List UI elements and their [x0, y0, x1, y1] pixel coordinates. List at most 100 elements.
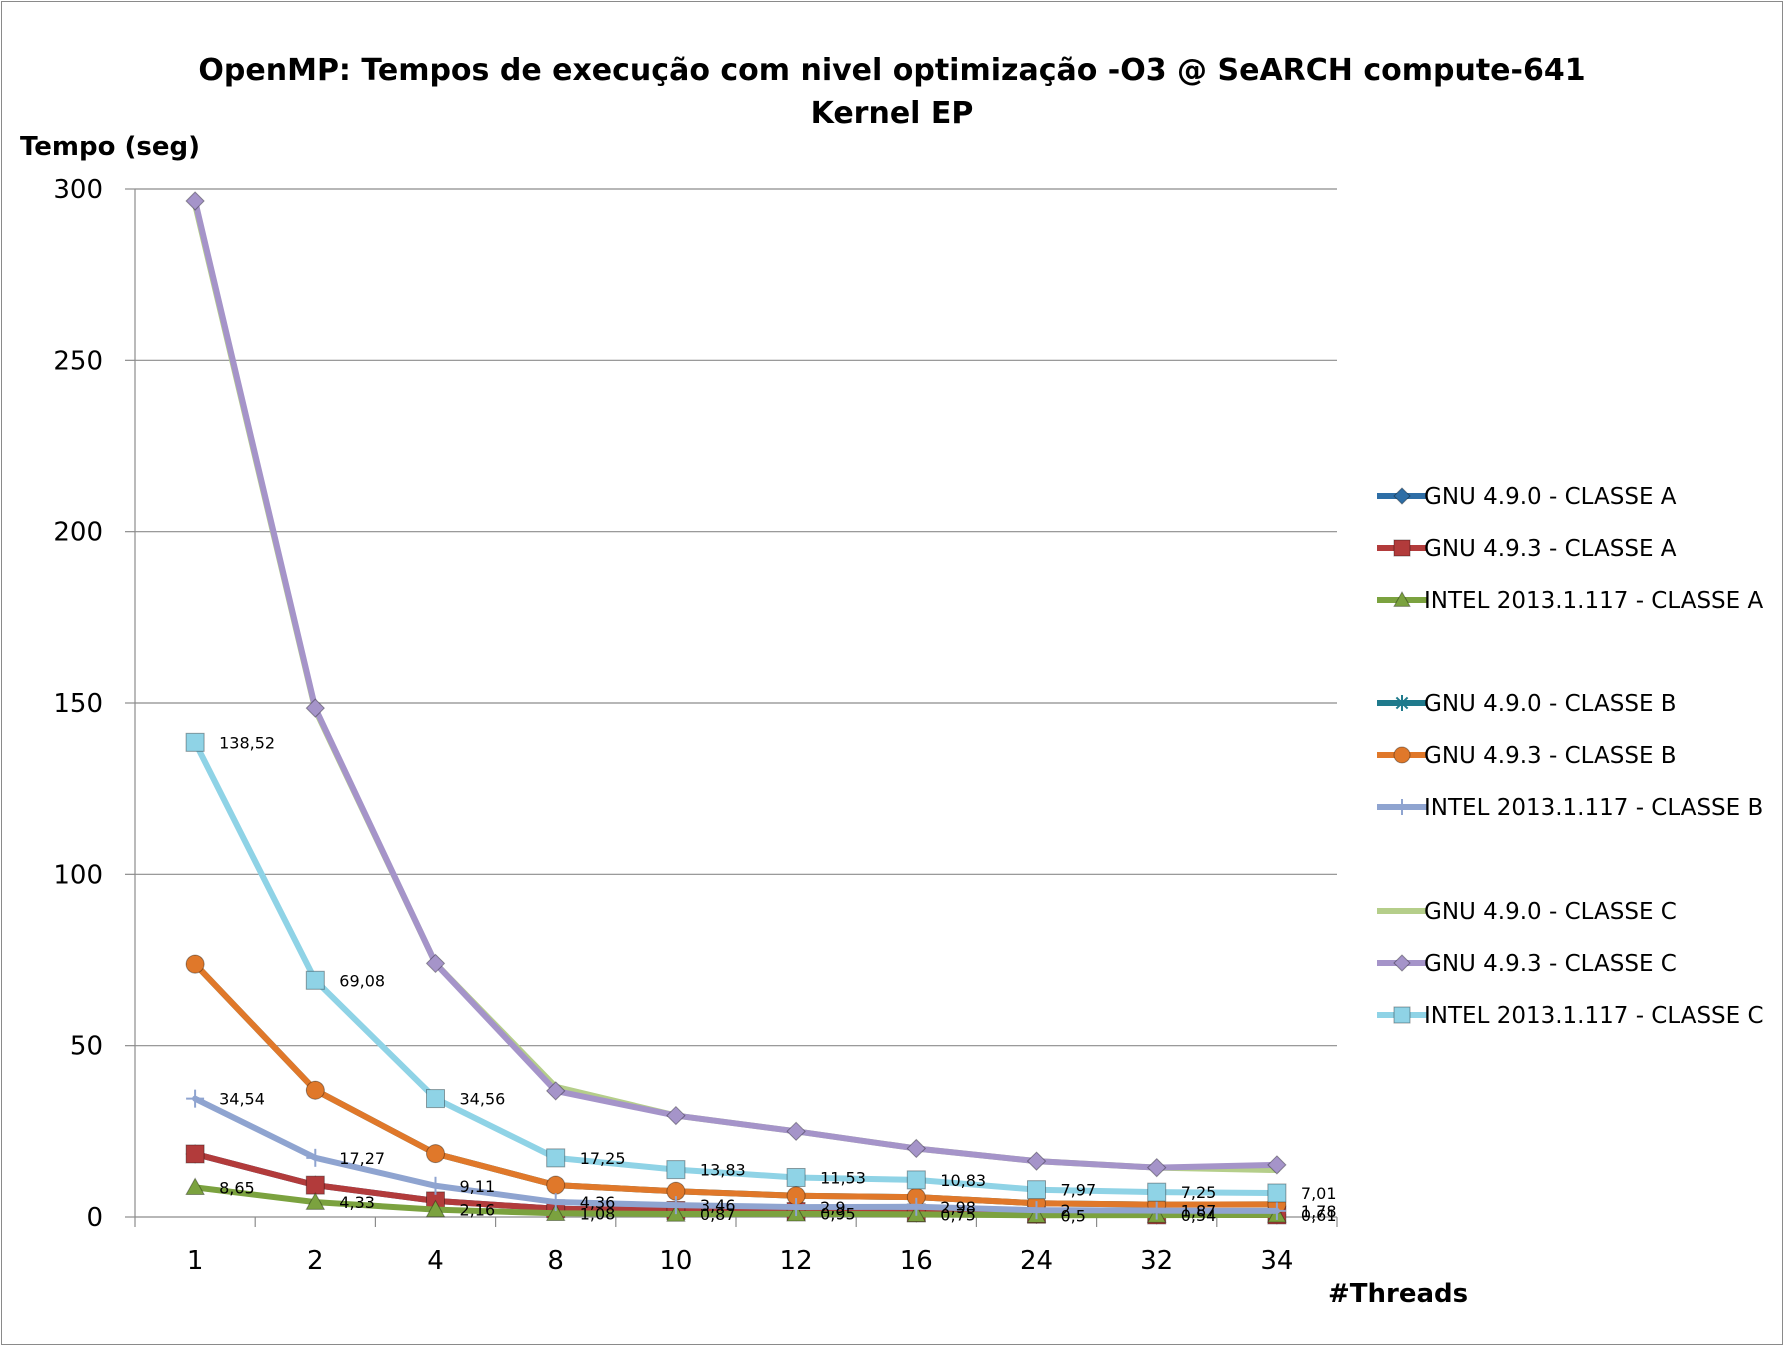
y-tick-label: 250: [53, 346, 103, 376]
data-label: 17,25: [580, 1149, 626, 1168]
data-point: [1267, 1201, 1286, 1220]
y-tick-label: 150: [53, 689, 103, 719]
x-tick-label: 34: [1260, 1246, 1293, 1276]
data-label: 13,83: [700, 1161, 746, 1180]
data-label: 0,95: [820, 1205, 856, 1224]
legend-item: GNU 4.9.3 - CLASSE C: [1377, 951, 1677, 977]
y-tick-label: 100: [53, 860, 103, 890]
data-label: 2,98: [940, 1198, 976, 1217]
data-point: [1027, 1180, 1046, 1200]
data-label: 9,11: [460, 1177, 496, 1196]
x-tick-label: 32: [1140, 1246, 1173, 1276]
legend-label: INTEL 2013.1.117 - CLASSE A: [1424, 588, 1763, 614]
data-label: 0,75: [940, 1205, 976, 1224]
data-label: 2: [1061, 1201, 1071, 1220]
series-8: [185, 732, 1287, 1203]
data-point: [185, 1144, 205, 1164]
data-point: [1394, 799, 1410, 815]
series-7: [185, 191, 1287, 1178]
data-label: 4,36: [580, 1193, 616, 1212]
data-point: [545, 1081, 566, 1101]
chart-subtitle: Kernel EP: [811, 96, 974, 131]
data-label: 4,33: [339, 1193, 375, 1212]
x-tick-label: 10: [659, 1246, 692, 1276]
data-label: 138,52: [219, 733, 275, 752]
x-tick-label: 12: [780, 1246, 813, 1276]
data-point: [787, 1198, 806, 1217]
series-line: [192, 1184, 1280, 1219]
y-tick-label: 0: [86, 1203, 103, 1233]
data-point: [546, 1148, 566, 1168]
x-tick-label: 4: [427, 1246, 444, 1276]
data-label: 0,61: [1301, 1206, 1337, 1225]
series-line: [192, 1095, 1280, 1214]
data-point: [185, 732, 205, 752]
legend-label: INTEL 2013.1.117 - CLASSE C: [1424, 1003, 1764, 1029]
x-tick-label: 2: [307, 1246, 324, 1276]
x-axis-title: #Threads: [1328, 1279, 1468, 1309]
data-label: 1,08: [580, 1204, 616, 1223]
series-line: [192, 961, 1280, 1208]
data-label: 34,54: [219, 1090, 265, 1109]
legend-item: GNU 4.9.3 - CLASSE B: [1377, 743, 1677, 769]
data-point: [185, 191, 205, 211]
legend-item: INTEL 2013.1.117 - CLASSE A: [1377, 588, 1763, 614]
y-tick-label: 200: [53, 518, 103, 548]
data-point: [305, 698, 326, 718]
x-tick-label: 1: [187, 1246, 204, 1276]
marker-stroke: [1395, 696, 1409, 710]
data-label: 7,97: [1061, 1181, 1097, 1200]
y-axis-title: Tempo (seg): [20, 132, 200, 162]
data-point: [666, 1196, 685, 1215]
data-point: [305, 1175, 325, 1195]
series-line: [192, 739, 1280, 1196]
legend-label: GNU 4.9.0 - CLASSE B: [1424, 691, 1677, 717]
series-layer: [185, 191, 1287, 1225]
data-point: [1393, 487, 1411, 505]
data-point: [305, 1080, 325, 1100]
data-point: [186, 1089, 205, 1108]
data-point: [426, 1089, 445, 1109]
legend-item: INTEL 2013.1.117 - CLASSE B: [1377, 795, 1763, 821]
legend-item: INTEL 2013.1.117 - CLASSE C: [1377, 1003, 1764, 1029]
data-label: 34,56: [460, 1090, 506, 1109]
data-point: [907, 1197, 926, 1216]
data-point: [305, 970, 325, 990]
data-point: [1393, 1006, 1411, 1024]
legend: GNU 4.9.0 - CLASSE A GNU 4.9.3 - CLASSE A…: [1377, 484, 1764, 1029]
data-point: [906, 1138, 927, 1159]
legend-item: GNU 4.9.0 - CLASSE B: [1377, 691, 1677, 717]
data-label: 1,87: [1181, 1202, 1217, 1221]
legend-label: GNU 4.9.0 - CLASSE C: [1424, 899, 1677, 925]
data-point: [425, 1199, 446, 1218]
data-point: [1393, 539, 1411, 557]
legend-label: GNU 4.9.3 - CLASSE A: [1424, 536, 1677, 562]
data-label: 7,01: [1301, 1184, 1337, 1203]
gridlines: [135, 188, 1337, 1047]
x-tick-label: 16: [900, 1246, 933, 1276]
data-point: [1393, 590, 1411, 607]
data-point: [546, 1193, 565, 1212]
data-label: 2,16: [460, 1201, 496, 1220]
data-point: [786, 1167, 806, 1187]
data-label: 7,25: [1181, 1183, 1217, 1202]
data-label: 10,83: [940, 1171, 986, 1190]
series-line: [192, 197, 1280, 1171]
data-point: [666, 1160, 686, 1180]
legend-label: GNU 4.9.0 - CLASSE A: [1424, 484, 1677, 510]
data-point: [1393, 746, 1411, 764]
data-label: 69,08: [339, 971, 385, 990]
data-point: [666, 1105, 686, 1126]
data-point: [426, 1176, 445, 1195]
data-point: [786, 1121, 806, 1142]
data-point: [1267, 1183, 1287, 1203]
legend-label: INTEL 2013.1.117 - CLASSE B: [1424, 795, 1763, 821]
series-5: [186, 1089, 1286, 1220]
data-labels: 8,65 4,33 2,16 1,08 0,87 0,95 0,75 0,5 0,54 0,61 3…: [219, 733, 1336, 1225]
data-label: 0,5: [1061, 1206, 1086, 1225]
data-label: 8,65: [219, 1178, 255, 1197]
data-label: 3,46: [700, 1196, 736, 1215]
